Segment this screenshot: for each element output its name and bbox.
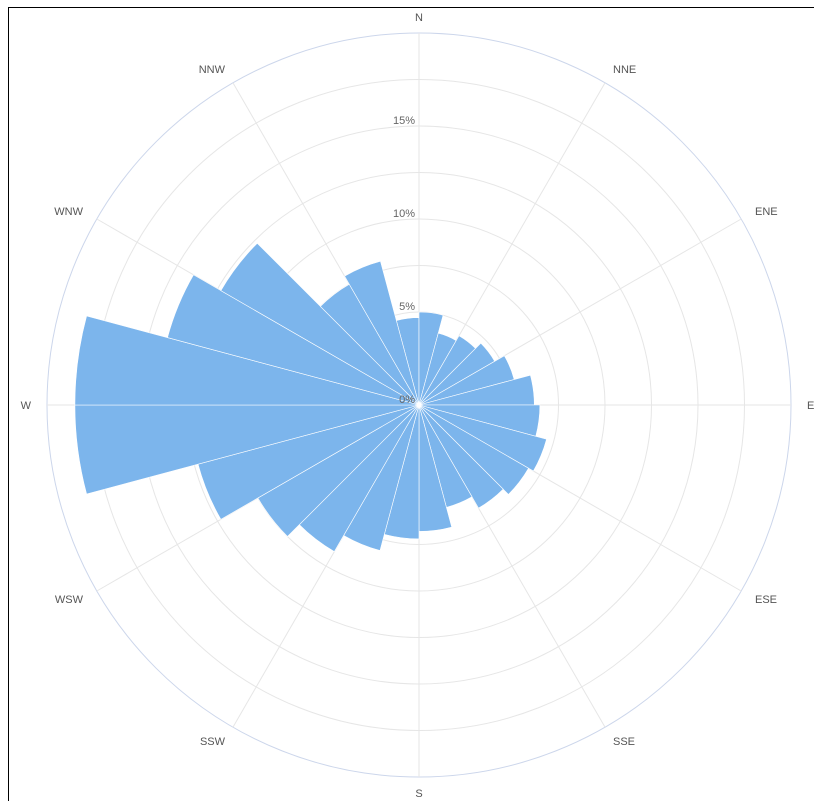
direction-label-wsw: WSW: [55, 594, 84, 606]
radial-tick-label: 5%: [399, 301, 415, 313]
polar-bars: [74, 242, 547, 552]
direction-label-s: S: [415, 788, 422, 800]
bar-sse-1: [418, 404, 504, 509]
bar-wnw-2: [220, 242, 420, 406]
direction-labels: N NNE ENE E ESE SSE S SSW WSW W WNW NNW: [21, 12, 814, 800]
bar-ese-1: [418, 404, 547, 472]
direction-label-nne: NNE: [613, 64, 636, 76]
radial-tick-labels: 0% 5% 10% 15%: [393, 115, 415, 406]
radial-tick-label: 10%: [393, 208, 415, 220]
direction-label-sse: SSE: [613, 736, 635, 748]
direction-label-nnw: NNW: [199, 64, 226, 76]
bar-wnw-1: [167, 274, 420, 406]
direction-label-w: W: [21, 400, 32, 412]
bar-w-2: [74, 315, 420, 406]
direction-label-ene: ENE: [755, 206, 778, 218]
direction-label-e: E: [807, 400, 814, 412]
direction-label-ssw: SSW: [200, 736, 226, 748]
radial-tick-label: 15%: [393, 115, 415, 127]
direction-label-n: N: [415, 12, 423, 24]
direction-label-ese: ESE: [755, 594, 777, 606]
bar-nnw-2: [344, 260, 420, 406]
bar-ese-2: [418, 404, 529, 495]
direction-label-wnw: WNW: [54, 206, 83, 218]
radial-tick-label: 0%: [399, 394, 415, 406]
